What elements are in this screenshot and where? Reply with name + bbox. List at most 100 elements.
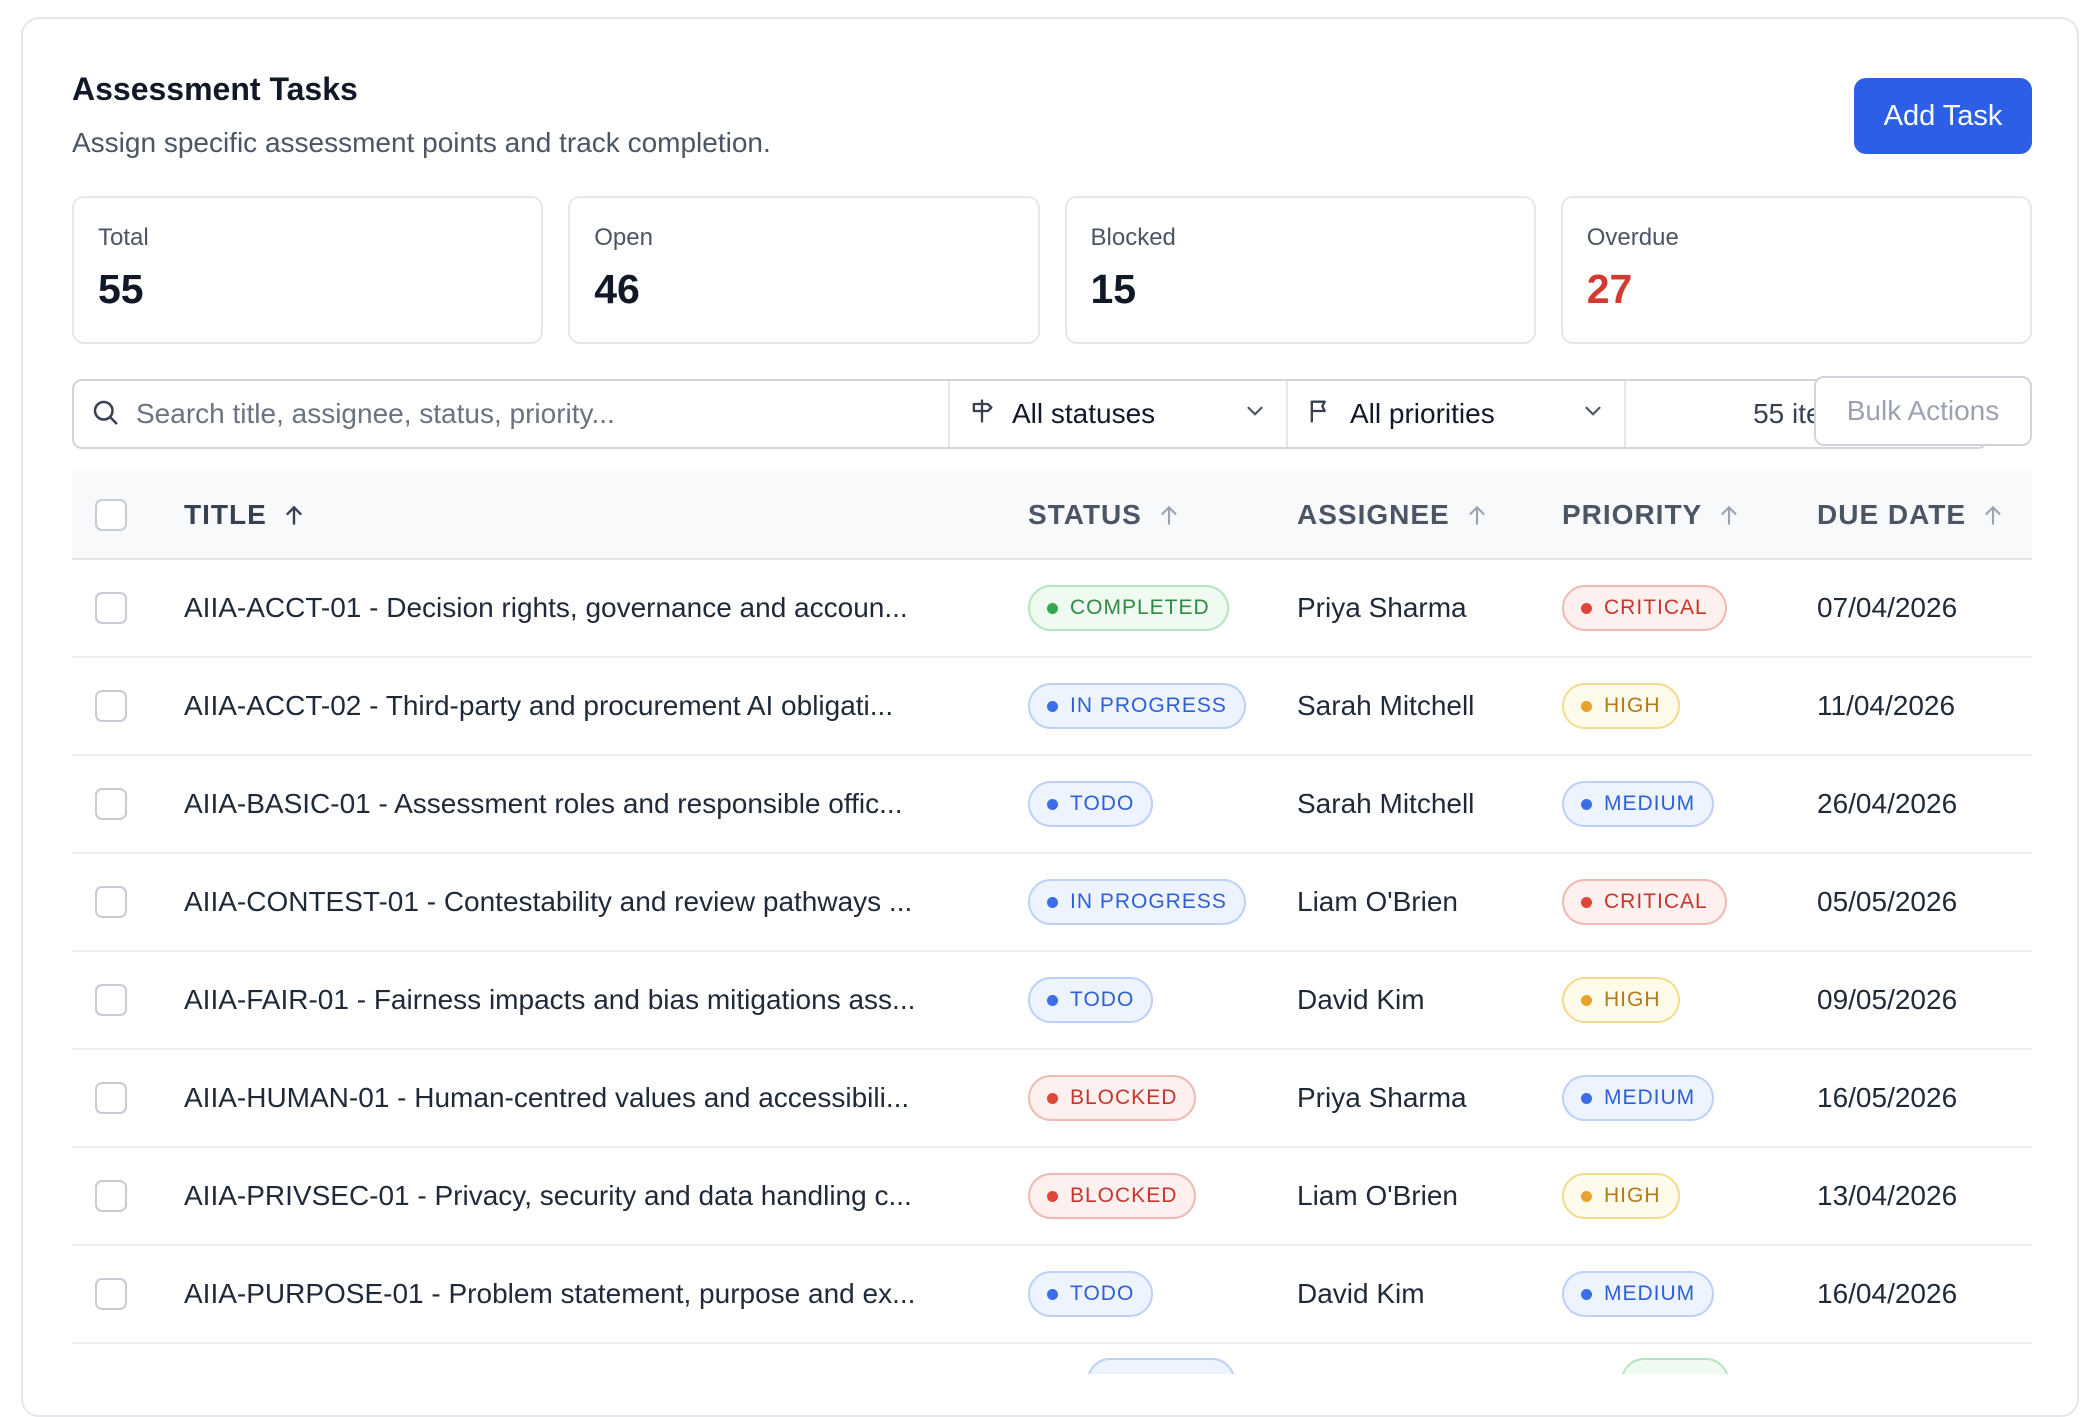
status-cell: BLOCKED xyxy=(1028,1050,1197,1146)
column-header-status[interactable]: STATUS xyxy=(1028,499,1182,531)
table-row[interactable]: AIIA-HUMAN-01 - Human-centred values and… xyxy=(72,1050,2032,1148)
status-dot xyxy=(1047,798,1058,810)
priority-badge: CRITICAL xyxy=(1562,585,1727,631)
task-title[interactable]: AIIA-ACCT-02 - Third-party and procureme… xyxy=(184,690,894,721)
stat-open: Open 46 xyxy=(568,196,1040,344)
row-checkbox-cell xyxy=(95,658,127,754)
row-checkbox[interactable] xyxy=(95,886,127,918)
assessment-tasks-card: Assessment Tasks Assign specific assessm… xyxy=(21,17,2079,1417)
priority-cell: HIGH xyxy=(1562,952,1680,1048)
row-checkbox[interactable] xyxy=(95,1180,127,1212)
priority-badge: HIGH xyxy=(1562,977,1680,1023)
task-title[interactable]: AIIA-PRIVSEC-01 - Privacy, security and … xyxy=(184,1180,912,1211)
status-text: BLOCKED xyxy=(1070,1086,1178,1109)
flag-icon xyxy=(1306,397,1334,432)
priority-dot xyxy=(1581,1288,1592,1300)
row-checkbox[interactable] xyxy=(95,1278,127,1310)
table-row[interactable]: AIIA-PURPOSE-01 - Problem statement, pur… xyxy=(72,1246,2032,1344)
priority-badge xyxy=(1621,1358,1729,1374)
status-dot xyxy=(1047,1092,1058,1104)
assignee: David Kim xyxy=(1297,1278,1425,1309)
select-all-checkbox-cell xyxy=(95,498,127,531)
priority-text: MEDIUM xyxy=(1604,1282,1696,1305)
status-cell: TODO xyxy=(1028,952,1154,1048)
priority-cell: MEDIUM xyxy=(1562,756,1715,852)
priority-cell: HIGH xyxy=(1562,658,1680,754)
sort-arrow-up-icon xyxy=(1716,502,1742,528)
due-date: 05/05/2026 xyxy=(1817,886,1958,917)
row-checkbox[interactable] xyxy=(95,1082,127,1114)
status-badge: IN PROGRESS xyxy=(1028,683,1246,729)
column-header-title[interactable]: TITLE xyxy=(184,499,307,531)
status-dot xyxy=(1047,700,1058,712)
due-date: 16/05/2026 xyxy=(1817,1082,1958,1113)
select-all-checkbox[interactable] xyxy=(95,498,127,531)
assignee: Sarah Mitchell xyxy=(1297,690,1475,721)
task-title[interactable]: AIIA-CONTEST-01 - Contestability and rev… xyxy=(184,886,913,917)
assignee: Liam O'Brien xyxy=(1297,1180,1458,1211)
row-checkbox-cell xyxy=(95,560,127,656)
table-row[interactable]: AIIA-ACCT-01 - Decision rights, governan… xyxy=(72,560,2032,658)
status-text: BLOCKED xyxy=(1070,1184,1178,1207)
status-badge: TODO xyxy=(1028,781,1154,827)
status-cell: COMPLETED xyxy=(1028,560,1229,656)
column-header-assignee[interactable]: ASSIGNEE xyxy=(1297,499,1490,531)
task-title[interactable]: AIIA-PURPOSE-01 - Problem statement, pur… xyxy=(184,1278,916,1309)
row-checkbox[interactable] xyxy=(95,984,127,1016)
status-text: TODO xyxy=(1070,1282,1135,1305)
priority-badge: MEDIUM xyxy=(1562,1075,1715,1121)
due-date: 13/04/2026 xyxy=(1817,1180,1958,1211)
status-text: IN PROGRESS xyxy=(1070,890,1227,913)
task-title[interactable]: AIIA-ACCT-01 - Decision rights, governan… xyxy=(184,592,908,623)
priority-text: CRITICAL xyxy=(1604,596,1708,619)
table-row[interactable]: AIIA-PRIVSEC-01 - Privacy, security and … xyxy=(72,1148,2032,1246)
filter-toolbar: All statuses All priorities 55 items xyxy=(72,379,1988,449)
status-cell: TODO xyxy=(1028,1246,1154,1342)
table-row[interactable]: AIIA-CONTEST-01 - Contestability and rev… xyxy=(72,854,2032,952)
stat-label: Total xyxy=(98,224,149,251)
chevron-down-icon xyxy=(1580,398,1606,431)
status-filter-select[interactable]: All statuses xyxy=(950,381,1288,447)
row-checkbox-cell xyxy=(95,1050,127,1146)
task-title[interactable]: AIIA-FAIR-01 - Fairness impacts and bias… xyxy=(184,984,916,1015)
row-checkbox-cell xyxy=(95,1148,127,1244)
column-label: TITLE xyxy=(184,498,267,530)
status-badge: BLOCKED xyxy=(1028,1075,1197,1121)
search-input[interactable] xyxy=(136,398,916,430)
task-title[interactable]: AIIA-BASIC-01 - Assessment roles and res… xyxy=(184,788,903,819)
status-text: TODO xyxy=(1070,988,1135,1011)
row-checkbox-cell xyxy=(95,952,127,1048)
search-box xyxy=(74,381,950,447)
priority-text: CRITICAL xyxy=(1604,890,1708,913)
sort-arrow-up-icon xyxy=(1156,502,1182,528)
priority-cell: CRITICAL xyxy=(1562,560,1727,656)
status-filter-value: All statuses xyxy=(1012,398,1156,429)
add-task-button[interactable]: Add Task xyxy=(1854,78,2032,154)
priority-filter-select[interactable]: All priorities xyxy=(1288,381,1626,447)
table-row[interactable]: AIIA-BASIC-01 - Assessment roles and res… xyxy=(72,756,2032,854)
row-checkbox[interactable] xyxy=(95,690,127,722)
table-row[interactable]: AIIA-ACCT-02 - Third-party and procureme… xyxy=(72,658,2032,756)
status-cell: IN PROGRESS xyxy=(1028,854,1246,950)
priority-cell: MEDIUM xyxy=(1562,1246,1715,1342)
due-date: 26/04/2026 xyxy=(1817,788,1958,819)
row-checkbox[interactable] xyxy=(95,788,127,820)
priority-dot xyxy=(1581,1092,1592,1104)
priority-dot xyxy=(1581,1190,1592,1202)
column-label: ASSIGNEE xyxy=(1297,498,1450,530)
column-header-priority[interactable]: PRIORITY xyxy=(1562,499,1742,531)
assignee: Priya Sharma xyxy=(1297,592,1467,623)
table-row[interactable]: AIIA-FAIR-01 - Fairness impacts and bias… xyxy=(72,952,2032,1050)
priority-badge: MEDIUM xyxy=(1562,781,1715,827)
column-header-due-date[interactable]: DUE DATE xyxy=(1817,499,2006,531)
task-title[interactable]: AIIA-HUMAN-01 - Human-centred values and… xyxy=(184,1082,910,1113)
bulk-actions-button[interactable]: Bulk Actions xyxy=(1814,376,2032,446)
due-date: 09/05/2026 xyxy=(1817,984,1958,1015)
priority-cell: MEDIUM xyxy=(1562,1050,1715,1146)
priority-badge: HIGH xyxy=(1562,1173,1680,1219)
stat-value: 55 xyxy=(98,266,144,312)
row-checkbox[interactable] xyxy=(95,592,127,624)
assignee: Liam O'Brien xyxy=(1297,886,1458,917)
stat-label: Overdue xyxy=(1586,224,1679,251)
table-body: AIIA-ACCT-01 - Decision rights, governan… xyxy=(72,560,2032,1374)
